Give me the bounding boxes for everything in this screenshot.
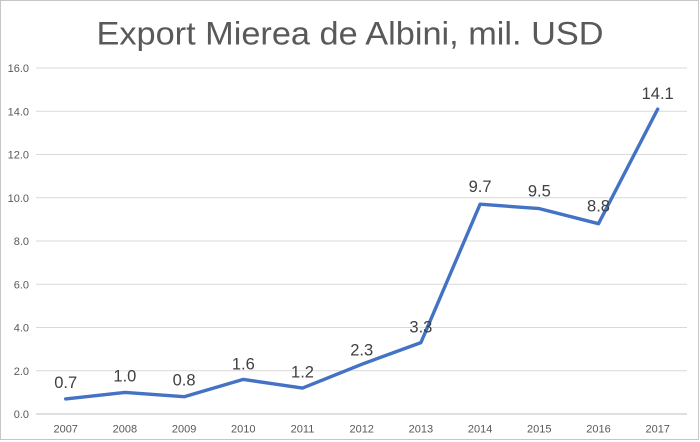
svg-text:0.8: 0.8 <box>173 372 196 390</box>
svg-text:2008: 2008 <box>113 424 137 436</box>
svg-text:4.0: 4.0 <box>14 323 29 335</box>
svg-text:2010: 2010 <box>231 424 255 436</box>
svg-text:8.0: 8.0 <box>14 236 29 248</box>
svg-text:9.5: 9.5 <box>528 183 551 201</box>
svg-text:0.7: 0.7 <box>54 374 77 392</box>
svg-text:2013: 2013 <box>409 424 433 436</box>
svg-text:3.3: 3.3 <box>409 319 432 337</box>
svg-text:2007: 2007 <box>53 424 77 436</box>
svg-text:14.0: 14.0 <box>8 106 29 118</box>
svg-text:2014: 2014 <box>468 424 492 436</box>
svg-text:6.0: 6.0 <box>14 279 29 291</box>
svg-text:2017: 2017 <box>645 424 669 436</box>
svg-text:2.3: 2.3 <box>350 342 373 360</box>
svg-text:12.0: 12.0 <box>8 150 29 162</box>
svg-text:8.8: 8.8 <box>587 198 610 216</box>
svg-text:2.0: 2.0 <box>14 366 29 378</box>
svg-text:1.0: 1.0 <box>113 367 136 385</box>
svg-text:2011: 2011 <box>291 424 315 436</box>
svg-text:1.2: 1.2 <box>291 363 314 381</box>
svg-text:16.0: 16.0 <box>8 63 29 75</box>
svg-text:2015: 2015 <box>527 424 551 436</box>
svg-text:Export Mierea de Albini, mil.: Export Mierea de Albini, mil. USD <box>97 15 604 51</box>
svg-text:2009: 2009 <box>172 424 196 436</box>
svg-text:10.0: 10.0 <box>8 193 29 205</box>
svg-text:1.6: 1.6 <box>232 356 255 374</box>
svg-text:9.7: 9.7 <box>469 178 492 196</box>
svg-text:2012: 2012 <box>349 424 373 436</box>
svg-text:0.0: 0.0 <box>14 409 29 421</box>
svg-text:2016: 2016 <box>586 424 610 436</box>
svg-text:14.1: 14.1 <box>642 85 674 103</box>
